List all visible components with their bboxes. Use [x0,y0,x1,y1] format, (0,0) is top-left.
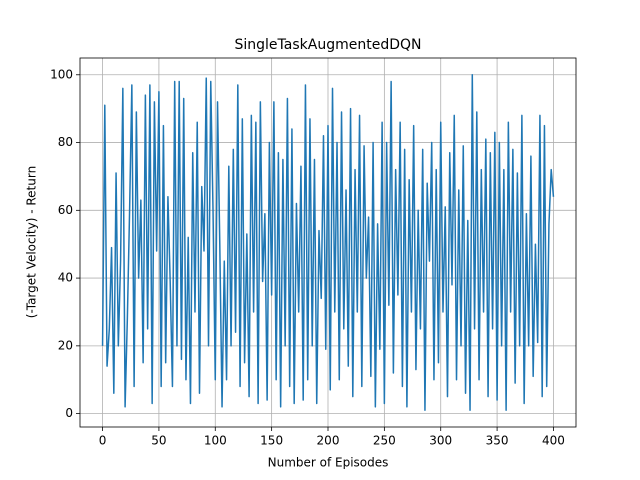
y-tick-label: 100 [50,67,73,81]
x-tick-label: 200 [317,434,340,448]
plot-area [101,74,555,411]
y-tick-label: 0 [65,406,73,420]
y-tick-label: 80 [58,135,73,149]
x-tick-label: 0 [99,434,107,448]
x-tick-label: 350 [486,434,509,448]
y-tick-label: 60 [58,203,73,217]
x-axis-label: Number of Episodes [268,456,389,470]
x-tick-label: 50 [151,434,166,448]
y-tick-label: 20 [58,338,73,352]
x-tick-label: 100 [204,434,227,448]
x-tick-label: 150 [260,434,283,448]
x-tick-label: 250 [373,434,396,448]
chart-title: SingleTaskAugmentedDQN [235,37,422,53]
data-line [101,74,555,411]
x-tick-label: 300 [429,434,452,448]
x-tick-label: 400 [542,434,565,448]
y-axis-label: (-Target Velocity) - Return [25,166,39,318]
y-tick-label: 40 [58,271,73,285]
